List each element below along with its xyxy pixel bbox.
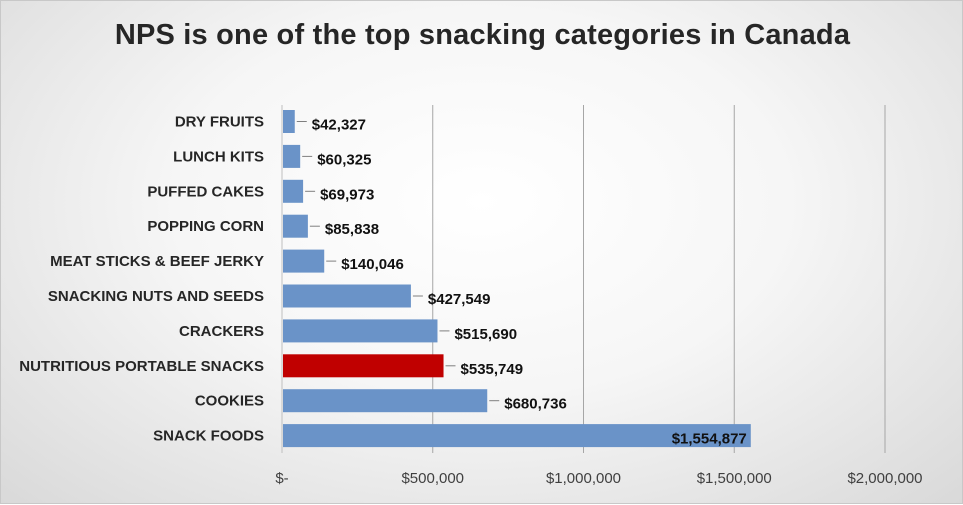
- value-label: $515,690: [454, 326, 517, 343]
- x-tick-label: $1,500,000: [697, 470, 772, 487]
- category-label: SNACKING NUTS AND SEEDS: [48, 288, 264, 305]
- value-label: $69,973: [320, 186, 374, 203]
- x-tick-label: $1,000,000: [546, 470, 621, 487]
- category-label: PUFFED CAKES: [147, 183, 264, 200]
- x-tick-label: $-: [275, 470, 288, 487]
- category-label: MEAT STICKS & BEEF JERKY: [50, 253, 264, 270]
- category-label: COOKIES: [195, 393, 264, 410]
- bar: [283, 389, 488, 413]
- category-label: DRY FRUITS: [175, 114, 264, 131]
- bar: [283, 179, 304, 203]
- x-tick-label: $500,000: [401, 470, 464, 487]
- bar: [283, 284, 411, 308]
- value-label: $140,046: [341, 256, 404, 273]
- value-label: $60,325: [317, 151, 371, 168]
- value-label: $42,327: [312, 117, 366, 134]
- value-label: $1,554,877: [672, 431, 747, 448]
- bar: [283, 249, 325, 273]
- bar: [283, 144, 301, 168]
- category-label: SNACK FOODS: [153, 428, 264, 445]
- chart-title: NPS is one of the top snacking categorie…: [114, 19, 851, 51]
- value-label: $427,549: [428, 291, 491, 308]
- category-label: NUTRITIOUS PORTABLE SNACKS: [19, 358, 264, 375]
- category-label: CRACKERS: [179, 323, 264, 340]
- value-label: $85,838: [325, 221, 379, 238]
- category-label: POPPING CORN: [147, 218, 264, 235]
- bar: [283, 424, 751, 448]
- category-label: LUNCH KITS: [173, 148, 264, 165]
- highlighted-bar: [283, 354, 444, 378]
- value-label: $535,749: [461, 361, 524, 378]
- bar: [283, 110, 295, 133]
- x-tick-label: $2,000,000: [847, 470, 922, 487]
- bar: [283, 214, 308, 238]
- bar: [283, 319, 438, 343]
- value-label: $680,736: [504, 396, 567, 413]
